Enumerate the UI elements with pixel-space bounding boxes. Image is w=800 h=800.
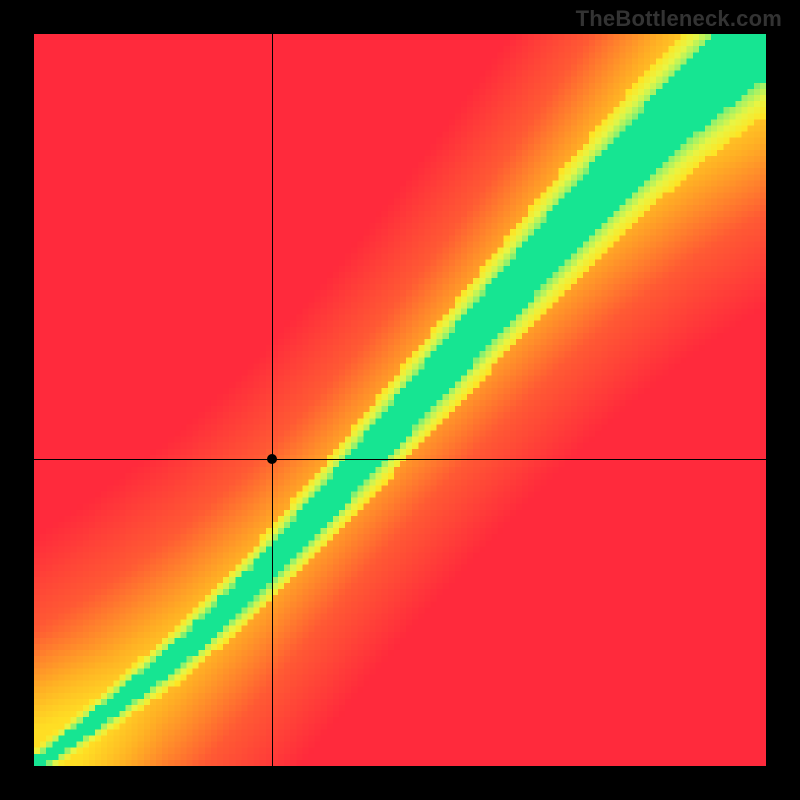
chart-container: TheBottleneck.com: [0, 0, 800, 800]
crosshair-dot: [267, 454, 277, 464]
plot-area: [34, 34, 766, 766]
crosshair-vertical: [272, 34, 273, 766]
watermark-text: TheBottleneck.com: [576, 6, 782, 32]
heatmap-canvas: [34, 34, 766, 766]
crosshair-horizontal: [34, 459, 766, 460]
